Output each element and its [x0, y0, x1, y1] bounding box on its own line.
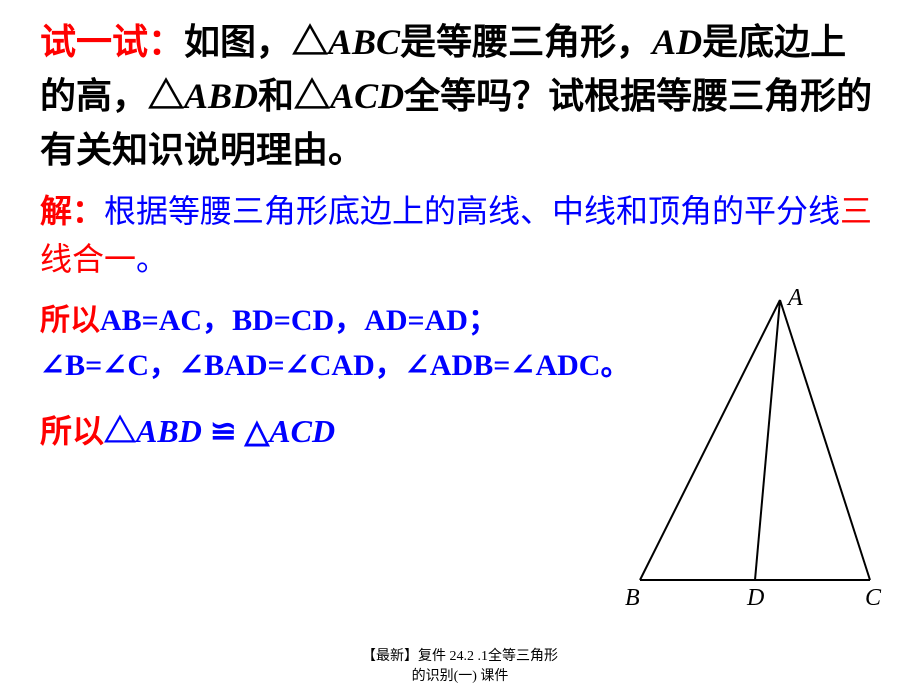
- segment-ad-label: AD: [652, 22, 702, 62]
- problem-text4: 和△: [258, 76, 330, 116]
- vertex-label-c: C: [865, 585, 882, 611]
- equalities-text: AB=AC，BD=CD，AD=AD；: [100, 304, 498, 337]
- solution-text1b: 。: [136, 241, 168, 277]
- footer-line-2: 的识别(一) 课件: [0, 665, 920, 685]
- conclusion-acd: ACD: [269, 413, 335, 449]
- conclusion-tri1: △: [104, 413, 136, 449]
- conclusion-tri2: △: [245, 413, 270, 449]
- problem-prefix: 试一试：: [40, 22, 184, 62]
- conclusion-abd: ABD: [136, 413, 202, 449]
- vertex-label-d: D: [746, 585, 764, 611]
- triangle-abd-label: ABD: [184, 76, 258, 116]
- triangle-abc-label: ABC: [328, 22, 400, 62]
- vertex-label-a: A: [786, 285, 803, 311]
- angle-equalities: ∠B=∠C，∠BAD=∠CAD，∠ADB=∠ADC。: [40, 349, 630, 382]
- triangle-acd-label: ACD: [330, 76, 404, 116]
- solution-label: 解：: [40, 193, 104, 229]
- vertex-label-b: B: [625, 585, 640, 611]
- footer-line-1: 【最新】复件 24.2 .1全等三角形: [0, 645, 920, 665]
- triangle-diagram: A B C D: [620, 280, 880, 620]
- therefore-prefix-2: 所以: [40, 413, 104, 449]
- solution-text1a: 根据等腰三角形底边上的高线、中线和顶角的平分线: [104, 193, 840, 229]
- problem-text1: 如图，△: [184, 22, 328, 62]
- congruent-symbol: ≌: [202, 413, 245, 449]
- therefore-prefix-1: 所以: [40, 304, 100, 337]
- slide-footer: 【最新】复件 24.2 .1全等三角形 的识别(一) 课件: [0, 645, 920, 685]
- solution-line-1: 解：根据等腰三角形底边上的高线、中线和顶角的平分线三线合一。: [40, 187, 880, 283]
- problem-statement: 试一试：如图，△ABC是等腰三角形，AD是底边上的高，△ABD和△ACD全等吗？…: [40, 15, 880, 177]
- edge-ac: [780, 300, 870, 580]
- triangle-svg: A B C D: [620, 280, 890, 620]
- problem-text2: 是等腰三角形，: [400, 22, 652, 62]
